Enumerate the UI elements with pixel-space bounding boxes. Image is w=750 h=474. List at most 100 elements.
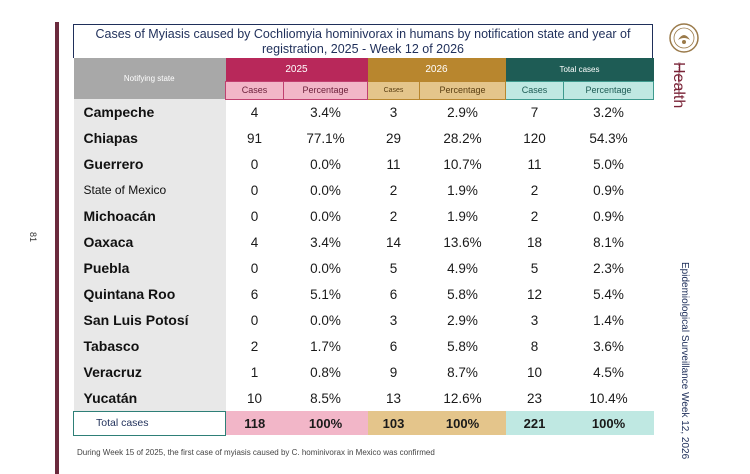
cases-total: 120 [523, 130, 546, 146]
cases-2026: 6 [389, 338, 398, 354]
cases-2025: 0 [250, 208, 259, 224]
cases-2025: 4 [250, 104, 259, 120]
state-name: Veracruz [73, 359, 226, 385]
total-cases-2026: 103 [367, 411, 420, 435]
cases-2026: 3 [389, 104, 398, 120]
state-name: Michoacán [73, 203, 226, 229]
total-percentage-all: 100% [563, 411, 654, 435]
state-name: Puebla [73, 255, 226, 281]
percentage-2026: 2.9% [447, 312, 478, 328]
cases-2025: 1 [250, 364, 259, 380]
cases-2025: 0 [250, 312, 259, 328]
cases-total: 10 [526, 364, 543, 380]
cases-total: 18 [526, 234, 543, 250]
cases-total: 3 [530, 312, 539, 328]
percentage-2025: 0.0% [310, 260, 341, 276]
cases-total: 5 [530, 260, 539, 276]
state-name: San Luis Potosí [73, 307, 226, 333]
cases-2025: 0 [250, 156, 259, 172]
state-name: Guerrero [73, 151, 226, 177]
percentage-2026: 8.7% [447, 364, 478, 380]
percentage-total: 4.5% [593, 364, 624, 380]
percentage-total: 2.3% [593, 260, 624, 276]
percentage-2026: 2.9% [447, 104, 478, 120]
percentage-2026: 5.8% [447, 338, 478, 354]
percentage-2026: 1.9% [447, 208, 478, 224]
cases-2025: 6 [250, 286, 259, 302]
table-row: Quintana Roo 6 5.1% 6 5.8% 12 5.4% [73, 281, 654, 307]
footnote: During Week 15 of 2025, the first case o… [77, 448, 435, 457]
cases-total: 23 [526, 390, 543, 406]
header-notifying-state: Notifying state [73, 58, 226, 99]
table-row: San Luis Potosí 0 0.0% 3 2.9% 3 1.4% [73, 307, 654, 333]
percentage-2025: 5.1% [310, 286, 341, 302]
table-row: Chiapas 91 77.1% 29 28.2% 120 54.3% [73, 125, 654, 151]
table-row: State of Mexico 0 0.0% 2 1.9% 2 0.9% [73, 177, 654, 203]
total-cases-2025: 118 [225, 411, 284, 435]
percentage-2025: 3.4% [310, 104, 341, 120]
cases-2026: 3 [389, 312, 398, 328]
cases-2026: 13 [385, 390, 402, 406]
subheader-percentage-2026: Percentage [419, 80, 506, 100]
percentage-total: 10.4% [589, 390, 628, 406]
percentage-total: 5.4% [593, 286, 624, 302]
cases-2025: 0 [250, 182, 259, 198]
percentage-2026: 4.9% [447, 260, 478, 276]
table-row: Campeche 4 3.4% 3 2.9% 7 3.2% [73, 99, 654, 125]
cases-2025: 4 [250, 234, 259, 250]
header-year-2025: 2025 [225, 58, 368, 81]
percentage-2025: 0.0% [310, 208, 341, 224]
brand-subtitle: Secretaría de Salud [677, 62, 682, 98]
percentage-total: 3.2% [593, 104, 624, 120]
header-total-cases: Total cases [505, 58, 654, 81]
cases-table: Notifying state 2025 2026 Total cases Ca… [73, 58, 654, 436]
table-row: Puebla 0 0.0% 5 4.9% 5 2.3% [73, 255, 654, 281]
totals-row: Total cases 118 100% 103 100% 221 100% [73, 410, 654, 436]
subheader-percentage-total: Percentage [563, 80, 654, 100]
state-name: Oaxaca [73, 229, 226, 255]
cases-2026: 6 [389, 286, 398, 302]
cases-2025: 2 [250, 338, 259, 354]
percentage-total: 0.9% [593, 182, 624, 198]
subheader-cases-2026: Cases [367, 80, 420, 100]
side-publication-label: Epidemiological Surveillance Week 12, 20… [679, 262, 690, 460]
percentage-2025: 0.0% [310, 312, 341, 328]
cases-total: 7 [530, 104, 539, 120]
total-cases-all: 221 [505, 411, 564, 435]
percentage-2026: 5.8% [447, 286, 478, 302]
percentage-total: 1.4% [593, 312, 624, 328]
table-row: Guerrero 0 0.0% 11 10.7% 11 5.0% [73, 151, 654, 177]
state-name: Quintana Roo [73, 281, 226, 307]
subheader-cases-2025: Cases [225, 80, 284, 100]
percentage-2026: 28.2% [443, 130, 482, 146]
percentage-2026: 10.7% [443, 156, 482, 172]
totals-label: Total cases [73, 410, 226, 436]
cases-total: 12 [526, 286, 543, 302]
state-name: State of Mexico [73, 177, 226, 203]
subheader-cases-total: Cases [505, 80, 564, 100]
cases-2026: 2 [389, 208, 398, 224]
percentage-total: 0.9% [593, 208, 624, 224]
percentage-2026: 1.9% [447, 182, 478, 198]
percentage-2025: 0.8% [310, 364, 341, 380]
page-number: 81 [28, 231, 39, 243]
table-title: Cases of Myiasis caused by Cochliomyia h… [73, 24, 653, 58]
cases-total: 8 [530, 338, 539, 354]
subheader-percentage-2025: Percentage [283, 80, 368, 100]
state-name: Campeche [73, 99, 226, 125]
cases-total: 2 [530, 182, 539, 198]
table-row: Michoacán 0 0.0% 2 1.9% 2 0.9% [73, 203, 654, 229]
cases-2025: 10 [246, 390, 263, 406]
state-name: Chiapas [73, 125, 226, 151]
table-row: Veracruz 1 0.8% 9 8.7% 10 4.5% [73, 359, 654, 385]
percentage-2025: 0.0% [310, 156, 341, 172]
percentage-total: 54.3% [589, 130, 628, 146]
header-year-2026: 2026 [367, 58, 506, 81]
table-row: Oaxaca 4 3.4% 14 13.6% 18 8.1% [73, 229, 654, 255]
cases-2026: 11 [386, 156, 401, 172]
table-row: Yucatán 10 8.5% 13 12.6% 23 10.4% [73, 385, 654, 411]
percentage-2025: 0.0% [310, 182, 341, 198]
cases-total: 2 [530, 208, 539, 224]
cases-2025: 91 [246, 130, 263, 146]
government-seal-icon [669, 23, 699, 53]
